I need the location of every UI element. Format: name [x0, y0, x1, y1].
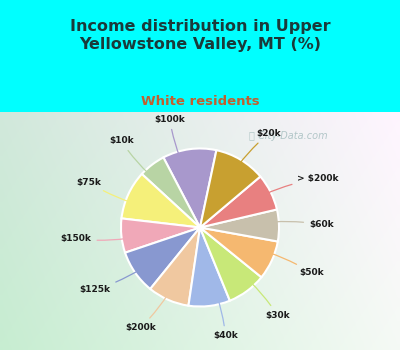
Wedge shape [122, 174, 200, 228]
Wedge shape [200, 209, 279, 241]
Wedge shape [188, 228, 230, 307]
Text: ⓘ City-Data.com: ⓘ City-Data.com [249, 131, 327, 141]
Text: $20k: $20k [222, 130, 281, 190]
Text: $10k: $10k [109, 136, 173, 193]
Text: White residents: White residents [141, 94, 259, 108]
Text: $50k: $50k [240, 245, 324, 278]
Wedge shape [121, 218, 200, 253]
Wedge shape [142, 158, 200, 228]
Wedge shape [163, 148, 216, 228]
Text: $40k: $40k [206, 271, 238, 340]
Wedge shape [200, 228, 278, 277]
Wedge shape [125, 228, 200, 289]
Text: $100k: $100k [154, 115, 193, 184]
Text: $200k: $200k [126, 268, 182, 332]
Text: $60k: $60k [244, 220, 334, 229]
Text: Income distribution in Upper
Yellowstone Valley, MT (%): Income distribution in Upper Yellowstone… [70, 19, 330, 52]
Wedge shape [200, 228, 262, 301]
Wedge shape [200, 176, 277, 228]
Text: $125k: $125k [80, 253, 164, 294]
Wedge shape [200, 150, 260, 228]
Text: $150k: $150k [61, 232, 156, 243]
Text: $30k: $30k [227, 262, 290, 320]
Wedge shape [150, 228, 200, 306]
Text: $75k: $75k [76, 177, 160, 210]
Text: > $200k: > $200k [239, 174, 339, 208]
